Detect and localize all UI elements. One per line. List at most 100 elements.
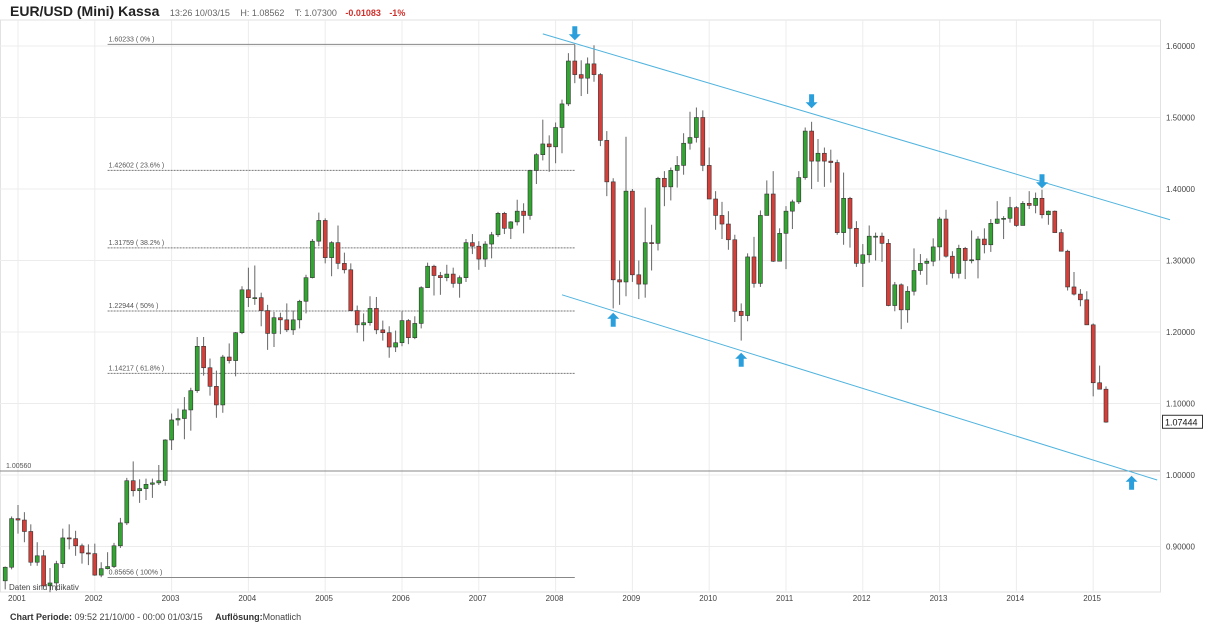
candle-body xyxy=(578,74,584,79)
candle-body xyxy=(124,480,130,524)
candle xyxy=(130,461,136,497)
candle xyxy=(354,305,360,333)
candle xyxy=(489,231,494,259)
candle xyxy=(534,153,539,184)
candle xyxy=(796,171,802,205)
candle xyxy=(271,311,277,348)
candle xyxy=(22,512,27,543)
candle xyxy=(457,275,462,298)
candle xyxy=(188,387,194,431)
arrow-annotations xyxy=(568,26,1138,490)
resolution-label: Auflösung: xyxy=(215,612,263,622)
candle-body xyxy=(674,165,680,171)
candle xyxy=(425,262,430,288)
candle xyxy=(559,99,565,154)
y-tick-label: 1.40000 xyxy=(1166,185,1195,194)
candle-body xyxy=(662,177,667,188)
candle-body xyxy=(764,193,770,216)
candle xyxy=(994,201,1000,225)
fib-label: 1.31759 ( 38.2% ) xyxy=(109,240,165,247)
candle xyxy=(278,312,283,335)
candle-body xyxy=(438,275,443,278)
candle-body xyxy=(22,519,27,532)
candle-body xyxy=(873,235,878,238)
candle-body xyxy=(796,177,802,203)
candle xyxy=(79,543,85,564)
candle-body xyxy=(1065,250,1070,288)
x-tick-label: 2004 xyxy=(238,594,256,603)
candle-body xyxy=(860,254,866,264)
candle xyxy=(124,477,130,526)
candle-body xyxy=(751,256,757,284)
candle xyxy=(642,207,648,298)
candle-body xyxy=(572,60,578,75)
candle-body xyxy=(399,320,405,344)
candle xyxy=(28,524,34,566)
candle xyxy=(834,159,840,235)
candle-body xyxy=(137,488,142,492)
candle xyxy=(169,413,174,450)
candle-body xyxy=(879,235,885,244)
candle xyxy=(201,337,206,376)
candle xyxy=(182,397,187,440)
candle xyxy=(226,343,232,364)
candle-body xyxy=(233,332,238,361)
candle xyxy=(937,216,942,261)
candle xyxy=(258,292,264,327)
candle-body xyxy=(828,160,834,163)
candle-body xyxy=(649,242,654,244)
candle-body xyxy=(444,273,450,278)
candle xyxy=(1103,386,1109,423)
candle-body xyxy=(431,265,437,276)
candle xyxy=(572,44,578,84)
candle-body xyxy=(361,322,366,326)
fib-label: 1.60233 ( 0% ) xyxy=(109,36,155,43)
candle-body xyxy=(367,308,373,324)
candle xyxy=(162,439,168,486)
x-tick-label: 2007 xyxy=(469,594,487,603)
arrow-up-icon xyxy=(1125,475,1138,490)
candle xyxy=(1033,192,1038,214)
x-tick-label: 2015 xyxy=(1083,594,1101,603)
candle xyxy=(470,234,475,255)
candle xyxy=(847,196,853,248)
candle xyxy=(898,283,904,330)
x-tick-label: 2008 xyxy=(546,594,564,603)
candle xyxy=(361,313,366,342)
candle-body xyxy=(514,210,520,223)
candle xyxy=(706,147,712,200)
y-tick-label: 1.30000 xyxy=(1166,257,1195,266)
candle-body xyxy=(866,235,872,256)
candle-body xyxy=(182,409,187,419)
candle-body xyxy=(34,555,40,563)
candle xyxy=(284,303,290,332)
candle-body xyxy=(1103,388,1109,423)
candle-body xyxy=(463,242,469,278)
candle xyxy=(758,210,763,287)
candle xyxy=(969,230,974,264)
candle-body xyxy=(687,137,693,144)
candle-body xyxy=(425,265,430,288)
candle-body xyxy=(1014,207,1019,226)
x-tick-label: 2009 xyxy=(622,594,640,603)
candle-body xyxy=(1090,324,1096,384)
candle xyxy=(815,138,821,182)
y-tick-label: 1.60000 xyxy=(1166,42,1195,51)
fib-label: 1.14217 ( 61.8% ) xyxy=(109,365,165,372)
candle-body xyxy=(15,518,21,521)
candle-body xyxy=(162,439,168,482)
candle-body xyxy=(1071,286,1077,295)
candle-body xyxy=(143,483,149,489)
candle xyxy=(700,110,706,172)
candle-body xyxy=(406,320,411,339)
candle-body xyxy=(732,239,738,312)
candle-body xyxy=(502,213,507,229)
x-tick-label: 2011 xyxy=(776,594,794,603)
candle xyxy=(694,107,699,143)
candle xyxy=(802,127,808,180)
candle xyxy=(98,562,104,578)
candle-body xyxy=(41,555,46,587)
candle xyxy=(265,304,270,350)
candle xyxy=(438,271,443,295)
